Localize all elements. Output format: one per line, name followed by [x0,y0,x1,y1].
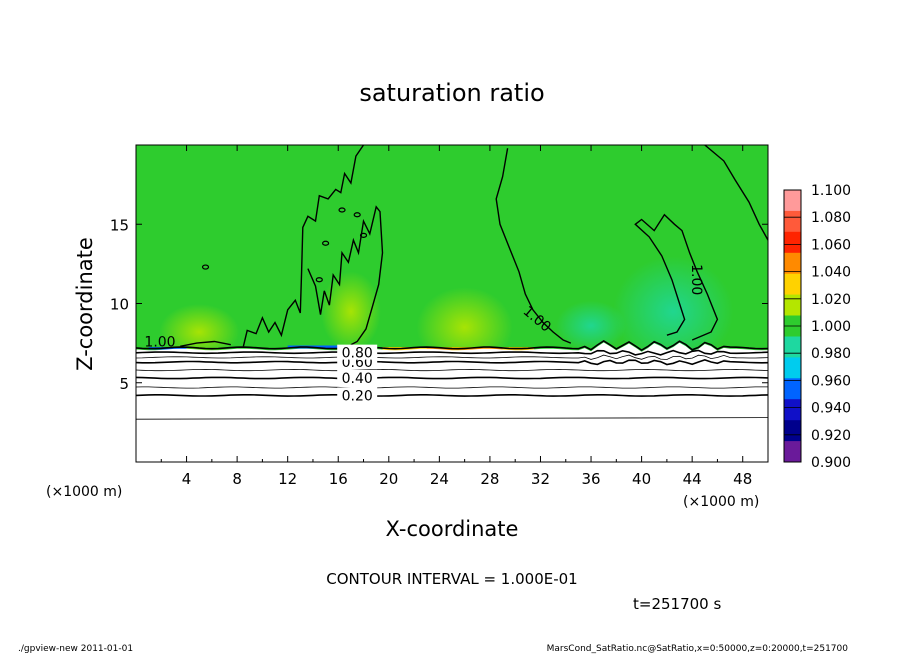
colorbar-swatch [784,399,801,421]
colorbar-swatch [784,210,801,233]
contour-lines [136,145,768,420]
footer-right: MarsCond_SatRatio.nc@SatRatio,x=0:50000,… [547,644,849,654]
colorbar-label: 1.080 [811,210,851,226]
colorbar-label: 0.980 [811,346,851,362]
contour-blob [353,212,361,218]
contour-line [495,148,572,344]
x-tick-label: 44 [683,470,702,488]
contour-line [704,145,768,241]
contour-label: 0.80 [342,346,373,362]
x-tick-label: 20 [379,470,398,488]
x-tick-label: 24 [430,470,449,488]
x-axis-label: X-coordinate [386,517,519,541]
x-tick-label: 32 [531,470,550,488]
x-tick-label: 12 [278,470,297,488]
contour-blob [201,264,210,270]
contour-line [136,368,768,372]
colorbar-swatch [784,357,801,379]
gradient-band [287,345,377,349]
colorbar-label: 1.060 [811,237,851,253]
x-tick-label: 36 [581,470,600,488]
plot-area: 0.200.400.600.801.001.001.00 [136,145,768,462]
contour-line [136,394,768,397]
contour-line [136,386,768,389]
colorbar-swatch [784,252,801,275]
contour-line [634,213,719,341]
contour-label-bg [337,369,378,385]
colorbar-label: 0.900 [811,455,851,471]
x-tick-label: 48 [733,470,752,488]
contour-blob [338,207,346,213]
x-tick-label: 40 [632,470,651,488]
contour-line [180,340,231,347]
time-text: t=251700 s [633,595,721,613]
contour-label: 0.20 [342,388,373,404]
contour-label: 0.40 [342,371,373,387]
colorbar-label: 0.960 [811,373,851,389]
colorbar: 1.100 1.080 1.060 1.040 1.020 1.000 0.980 0.960… [783,183,851,471]
colorbar-swatch [784,190,801,212]
x-tick-label: 4 [182,470,192,488]
contour-line [136,349,768,356]
x-unit-right: (×1000 m) [683,494,759,510]
colorbar-label: 0.940 [811,401,851,417]
colorbar-label: 1.020 [811,292,851,308]
colorbar-swatch [784,294,801,316]
y-tick-label: 10 [110,296,129,314]
y-axis-label: Z-coordinate [73,237,97,371]
colorbar-label: 1.040 [811,265,851,281]
contour-blob [315,277,323,283]
footer-left: ./gpview-new 2011-01-01 [18,644,133,654]
colorbar-label: 1.100 [811,183,851,199]
contour-labels: 0.200.400.600.801.001.001.00 [144,264,704,404]
x-tick-label: 8 [232,470,242,488]
contour-label-bg [337,344,378,360]
colorbar-swatch [784,273,801,296]
subsaturated-patch [556,300,627,351]
x-unit-left: (×1000 m) [46,484,122,500]
colorbar-swatch [784,231,801,254]
contour-line [242,145,365,347]
contour-line [136,354,768,360]
contour-blob [322,240,330,246]
contour-line [136,417,768,420]
contour-label-1.00: 1.00 [688,264,704,295]
contour-line-1.00 [136,339,768,352]
y-axis-ticks: 5 10 15 [110,216,768,393]
warm-patch [320,271,381,352]
contour-label-bg [337,387,378,403]
y-tick-label: 15 [110,216,129,234]
y-tick-label: 5 [119,375,129,393]
contour-blob [359,232,368,238]
contour-line [136,376,768,380]
contour-line [136,359,768,366]
colorbar-label: 0.920 [811,428,851,444]
contour-interval-text: CONTOUR INTERVAL = 1.000E-01 [326,570,577,588]
colorbar-swatch [784,420,801,442]
colorbar-label: 1.000 [811,319,851,335]
unsaturated-region [136,342,768,462]
chart-title: saturation ratio [359,79,544,107]
warm-patch [159,304,240,361]
x-tick-label: 16 [329,470,348,488]
contour-line [307,205,384,346]
colorbar-swatch [784,441,801,463]
colorbar-swatch [784,336,801,358]
x-tick-label: 28 [480,470,499,488]
colorbar-swatch [784,378,801,400]
contour-label-1.00: 1.00 [144,334,175,350]
x-axis-ticks: 4 8 12 16 20 24 28 32 36 40 44 48 [160,145,752,488]
